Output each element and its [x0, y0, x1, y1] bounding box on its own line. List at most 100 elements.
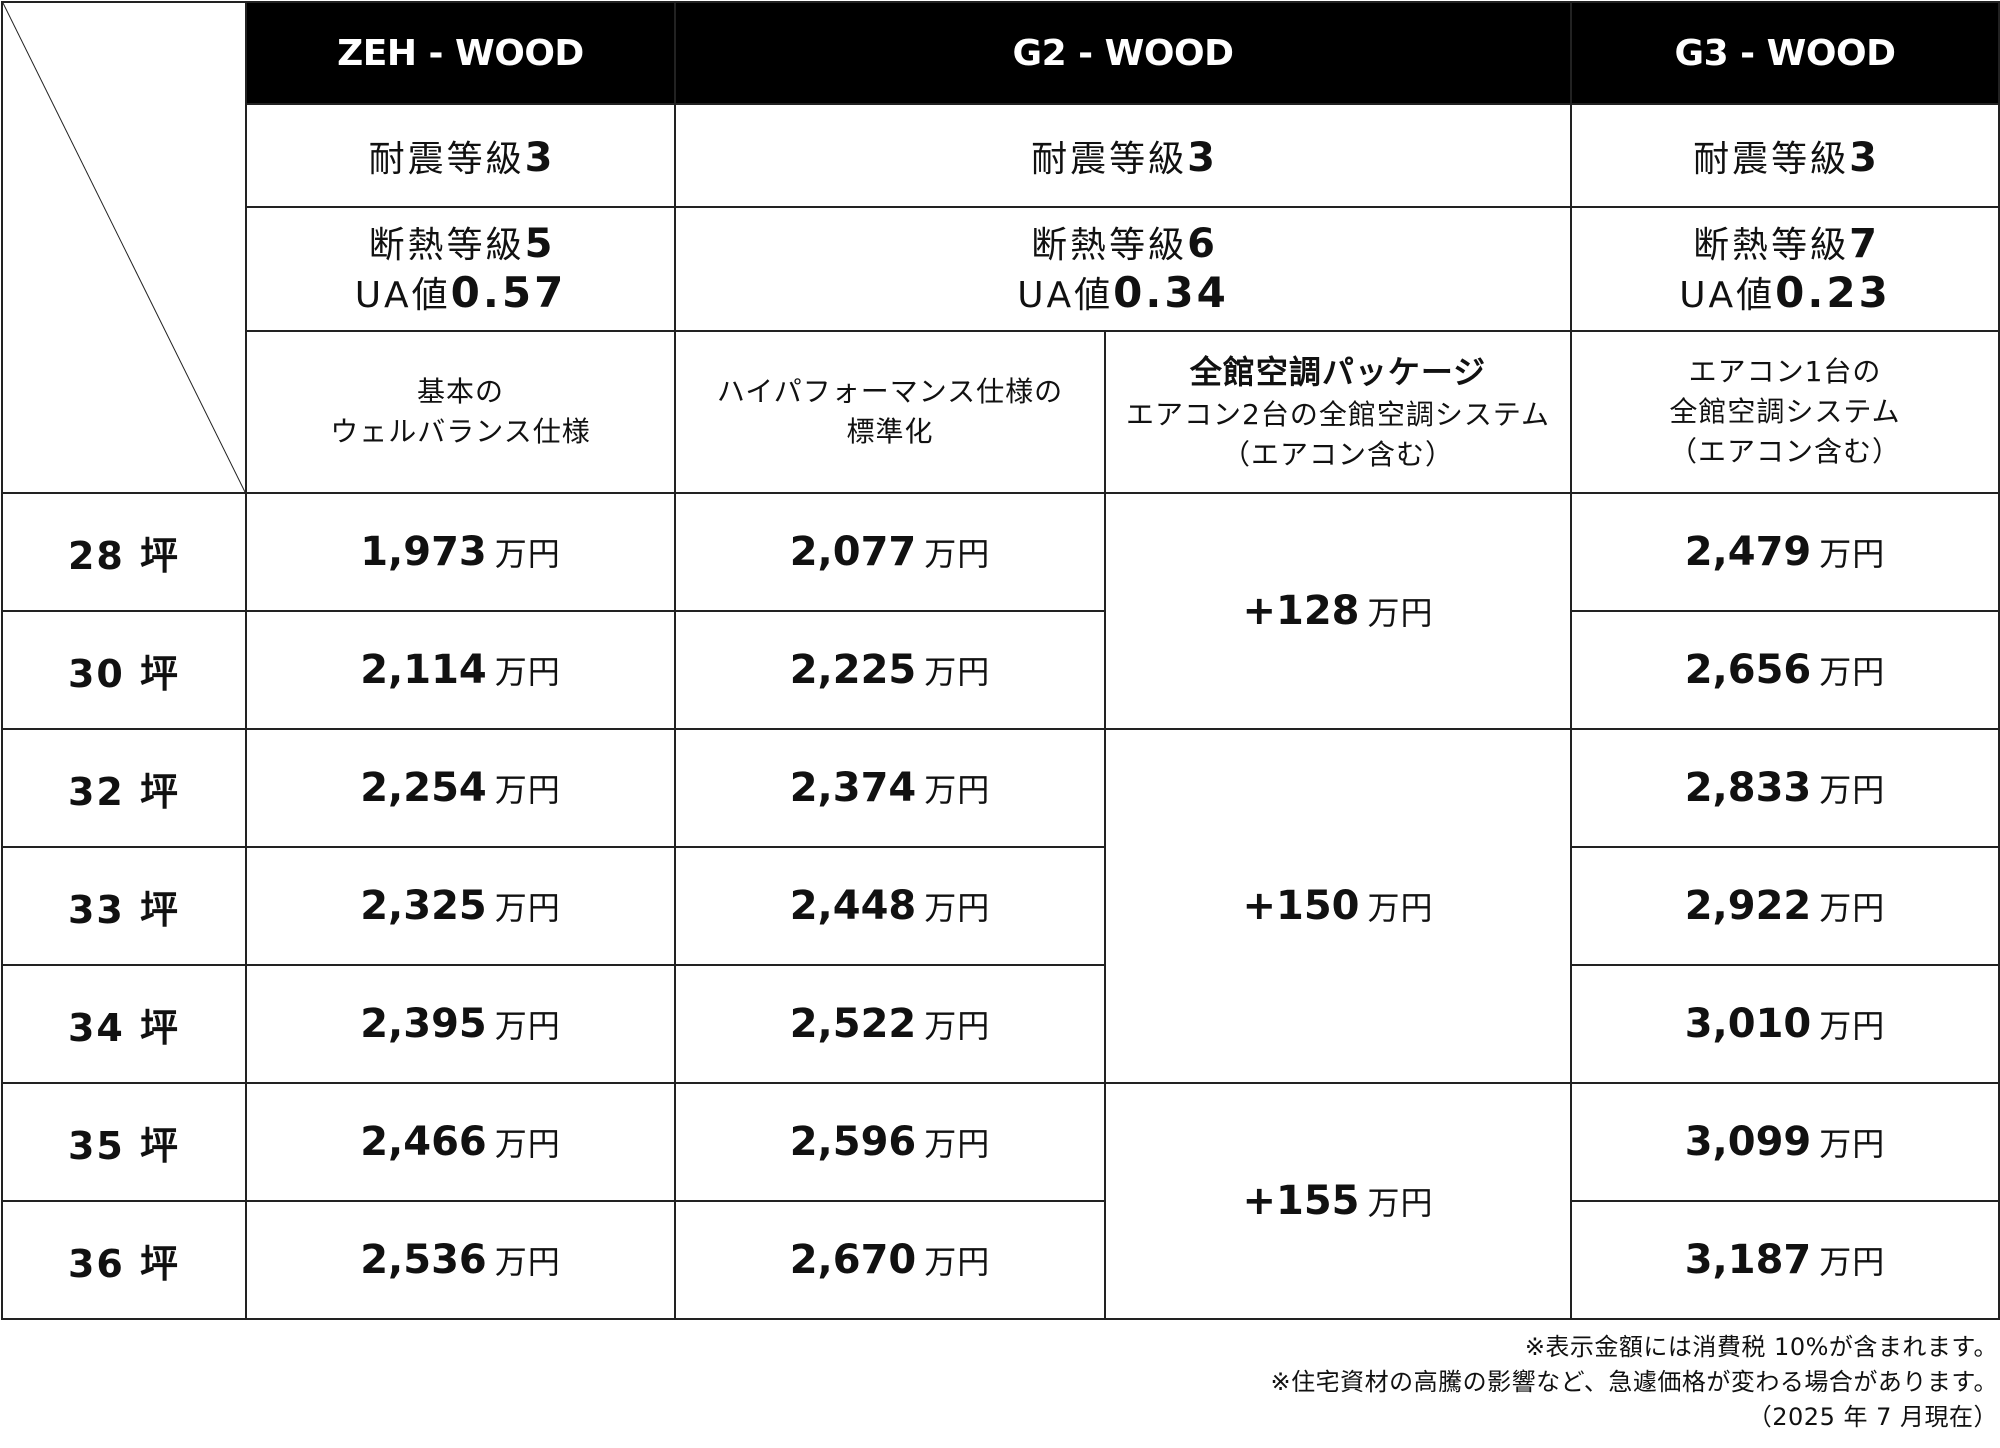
price-value: 2,114 [360, 647, 487, 693]
price-value: 2,374 [789, 765, 917, 811]
price-unit: 万円 [924, 771, 991, 809]
plan-header-zeh: ZEH - WOOD [245, 1, 676, 105]
price-cell-g2: 2,374 万円 [674, 728, 1106, 848]
price-value: 2,536 [360, 1237, 487, 1283]
price-cell-g2: 2,448 万円 [674, 846, 1106, 966]
spec-cell-g3: エアコン1台の 全館空調システム （エアコン含む） [1570, 330, 2000, 494]
price-value: 2,225 [789, 647, 917, 693]
size-cell: 34 坪 [1, 964, 247, 1084]
spec-cell-g2-package: 全館空調パッケージ エアコン2台の全館空調システム （エアコン含む） [1104, 330, 1572, 494]
price-value: 2,833 [1684, 765, 1812, 811]
price-cell-g2: 2,077 万円 [674, 492, 1106, 612]
price-unit: 万円 [924, 1007, 991, 1045]
price-unit: 万円 [924, 535, 991, 573]
price-value: 3,099 [1684, 1119, 1812, 1165]
seismic-cell-g2: 耐震等級3 [674, 103, 1572, 208]
price-unit: 万円 [924, 1243, 991, 1281]
spec-line: エアコン2台の全館空調システム [1126, 397, 1550, 431]
spec-line: （エアコン含む） [1221, 437, 1454, 471]
corner-diagonal-cell [1, 1, 247, 494]
price-unit: 万円 [1367, 1184, 1434, 1222]
price-unit: 万円 [1819, 1243, 1886, 1281]
price-cell-g2: 2,670 万円 [674, 1200, 1106, 1320]
insulation-cell-zeh: 断熱等級5 UA値0.57 [245, 206, 676, 332]
table-row: 33 坪 2,325 万円 2,448 万円 2,922 万円 [1, 846, 2000, 966]
seismic-cell-zeh: 耐震等級3 [245, 103, 676, 208]
size-cell: 30 坪 [1, 610, 247, 730]
ua-label: UA値 [1679, 274, 1776, 316]
plan-header-g2: G2 - WOOD [674, 1, 1572, 105]
spec-cell-zeh: 基本の ウェルバランス仕様 [245, 330, 676, 494]
price-value: 3,187 [1684, 1237, 1812, 1283]
package-price-cell: +128 万円 [1104, 492, 1572, 730]
price-unit: 万円 [924, 653, 991, 691]
price-value: 2,077 [789, 529, 917, 575]
price-cell-g2: 2,225 万円 [674, 610, 1106, 730]
price-value: 2,254 [360, 765, 487, 811]
price-unit: 万円 [1819, 1007, 1886, 1045]
insulation-label: 断熱等級 [1031, 224, 1188, 266]
price-cell-g3: 2,833 万円 [1570, 728, 2000, 848]
insulation-cell-g2: 断熱等級6 UA値0.34 [674, 206, 1572, 332]
insulation-label: 断熱等級 [368, 224, 525, 266]
price-cell-zeh: 2,325 万円 [245, 846, 676, 966]
spec-line: 基本の [416, 375, 504, 409]
spec-package-title: 全館空調パッケージ [1189, 352, 1487, 391]
price-cell-g3: 3,099 万円 [1570, 1082, 2000, 1202]
price-value: 2,479 [1684, 529, 1812, 575]
table-row: 34 坪 2,395 万円 2,522 万円 3,010 万円 [1, 964, 2000, 1084]
price-cell-zeh: 2,114 万円 [245, 610, 676, 730]
seismic-label: 耐震等級 [1693, 138, 1850, 180]
price-cell-zeh: 2,536 万円 [245, 1200, 676, 1320]
price-cell-g3: 3,187 万円 [1570, 1200, 2000, 1320]
price-cell-g2: 2,522 万円 [674, 964, 1106, 1084]
price-value: 1,973 [360, 529, 487, 575]
insulation-grade: 7 [1849, 220, 1877, 267]
ua-value: 0.57 [450, 267, 567, 317]
price-unit: 万円 [494, 771, 561, 809]
insulation-grade: 6 [1187, 220, 1215, 267]
ua-label: UA値 [1017, 274, 1114, 316]
price-cell-g3: 3,010 万円 [1570, 964, 2000, 1084]
insulation-cell-g3: 断熱等級7 UA値0.23 [1570, 206, 2000, 332]
price-unit: 万円 [494, 653, 561, 691]
price-cell-zeh: 2,254 万円 [245, 728, 676, 848]
insulation-row: 断熱等級5 UA値0.57 断熱等級6 UA値0.34 断熱等級7 UA値0.2… [2, 206, 2000, 332]
price-unit: 万円 [1819, 889, 1886, 927]
ua-label: UA値 [354, 274, 451, 316]
package-price-value: +155 [1242, 1178, 1360, 1224]
price-unit: 万円 [494, 1125, 561, 1163]
price-value: 2,466 [360, 1119, 487, 1165]
seismic-cell-g3: 耐震等級3 [1570, 103, 2000, 208]
package-price-cell: +155 万円 [1104, 1082, 1572, 1320]
table-row: 32 坪 2,254 万円 2,374 万円 +150 万円 2,833 万円 [1, 728, 2000, 1084]
spec-cell-g2-standard: ハイパフォーマンス仕様の 標準化 [674, 330, 1106, 494]
price-unit: 万円 [494, 1007, 561, 1045]
spec-line: 標準化 [846, 415, 934, 448]
price-unit: 万円 [1367, 889, 1434, 927]
ua-value: 0.23 [1775, 267, 1891, 317]
price-unit: 万円 [1819, 535, 1886, 573]
size-cell: 32 坪 [1, 728, 247, 848]
plan-header-row: ZEH - WOOD G2 - WOOD G3 - WOOD [1, 1, 2000, 494]
seismic-label: 耐震等級 [368, 138, 525, 180]
diagonal-line [3, 3, 245, 492]
table-row: 35 坪 2,466 万円 2,596 万円 +155 万円 3,099 万円 [1, 1082, 2000, 1320]
price-unit: 万円 [1819, 771, 1886, 809]
price-value: 2,922 [1684, 883, 1812, 929]
spec-row: 基本の ウェルバランス仕様 ハイパフォーマンス仕様の 標準化 全館空調パッケージ… [2, 330, 2000, 494]
price-cell-g3: 2,479 万円 [1570, 492, 2000, 612]
spec-line: エアコン1台の [1688, 355, 1882, 389]
package-price-value: +128 [1242, 588, 1360, 634]
price-unit: 万円 [494, 889, 561, 927]
price-unit: 万円 [1819, 653, 1886, 691]
spec-line: 全館空調システム [1669, 395, 1901, 429]
footnote-date: （2025 年 7 月現在） [1747, 1402, 1998, 1431]
package-price-value: +150 [1242, 883, 1360, 929]
table-row: 28 坪 1,973 万円 2,077 万円 +128 万円 2,479 万円 [1, 492, 2000, 730]
size-cell: 28 坪 [1, 492, 247, 612]
price-unit: 万円 [1367, 594, 1434, 632]
seismic-row: 耐震等級3 耐震等級3 耐震等級3 [2, 103, 2000, 208]
spec-line: （エアコン含む） [1668, 434, 1901, 468]
seismic-grade: 3 [1187, 134, 1215, 181]
